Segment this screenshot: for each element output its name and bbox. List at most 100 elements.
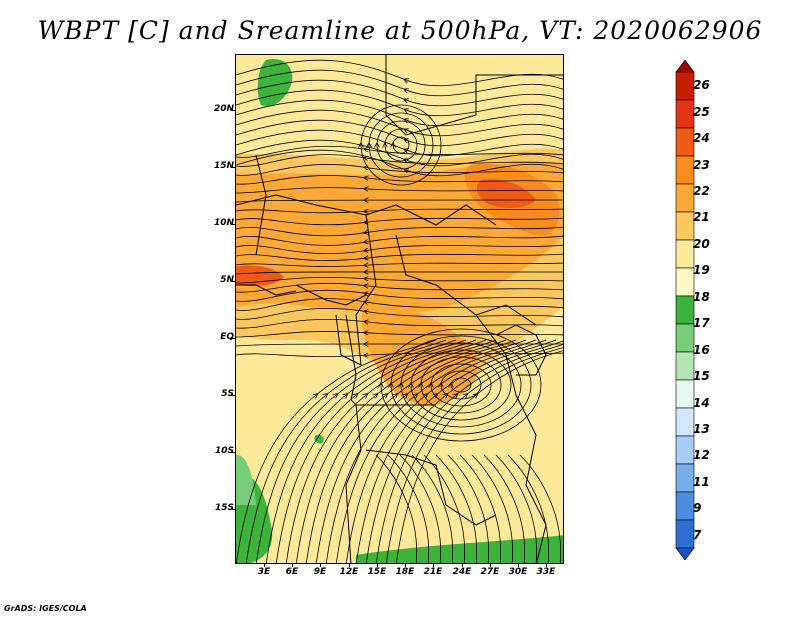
colorbar-label: 9 (693, 501, 702, 516)
streamline (385, 347, 563, 563)
lat-label-5s: 5S (221, 389, 234, 399)
streamline (236, 277, 563, 284)
colorbar-segment (675, 463, 695, 493)
lat-tick (231, 509, 235, 510)
streamline (236, 244, 563, 254)
colorbar-segment (675, 295, 695, 325)
streamline (483, 454, 526, 563)
colorbar-label: 18 (693, 289, 710, 304)
colorbar-segment (675, 407, 695, 437)
lon-label-15e: 15E (367, 567, 387, 577)
streamline (375, 344, 563, 563)
streamline (236, 200, 563, 202)
streamline (236, 175, 563, 185)
lon-tick (349, 563, 350, 567)
colorbar-segment (675, 127, 695, 157)
streamline (236, 145, 563, 158)
streamline (236, 331, 563, 338)
streamline (236, 289, 563, 302)
lat-tick (231, 452, 235, 453)
streamline (236, 79, 563, 107)
streamline (315, 339, 517, 563)
lon-label-18e: 18E (395, 567, 415, 577)
lat-label-20n: 20N (213, 104, 234, 114)
lon-label-21e: 21E (423, 567, 443, 577)
country-border (365, 449, 497, 526)
lon-label-27e: 27E (480, 567, 500, 577)
streamline (441, 370, 482, 400)
streamline (236, 298, 563, 311)
map-panel (235, 54, 564, 564)
lat-tick (231, 110, 235, 111)
streamline (236, 226, 563, 237)
streamline (399, 454, 442, 563)
streamline (236, 69, 563, 97)
country-border (475, 314, 547, 563)
lon-label-12e: 12E (339, 567, 359, 577)
streamline (236, 149, 563, 177)
streamline (236, 235, 563, 246)
streamline (361, 104, 442, 186)
colorbar-label: 16 (693, 342, 710, 357)
streamline (236, 339, 437, 563)
lon-tick (546, 563, 547, 567)
streamline (381, 328, 542, 442)
lon-tick (518, 563, 519, 567)
colorbar-segment (675, 155, 695, 185)
streamline (365, 340, 563, 563)
colorbar-label: 7 (693, 527, 702, 542)
streamline (236, 253, 563, 261)
lon-tick (405, 563, 406, 567)
colorbar-label: 14 (693, 395, 710, 410)
colorbar-segment (675, 183, 695, 213)
country-border (236, 284, 297, 296)
colorbar-label: 11 (693, 474, 710, 489)
colorbar-label: 26 (693, 78, 710, 93)
streamline (236, 217, 563, 226)
streamline (519, 454, 562, 563)
streamline (236, 99, 563, 127)
field-patch-23b (476, 179, 536, 208)
streamline (411, 454, 454, 563)
lat-tick (231, 224, 235, 225)
colorbar-label: 25 (693, 104, 710, 119)
streamline (236, 308, 563, 320)
colorbar-segment (675, 323, 695, 353)
streamline (236, 208, 563, 213)
lon-tick (377, 563, 378, 567)
chart-title: WBPT [C] and Sreamline at 500hPa, VT: 20… (37, 16, 763, 45)
streamline (325, 339, 527, 563)
colorbar-label: 17 (693, 316, 710, 331)
field-green-dot (314, 434, 324, 444)
lon-label-24e: 24E (452, 567, 472, 577)
lon-label-9e: 9E (313, 567, 327, 577)
streamline (375, 454, 418, 563)
streamline (255, 339, 457, 563)
field-green-s (356, 535, 563, 563)
streamline (423, 454, 466, 563)
lon-tick (264, 563, 265, 567)
colorbar-label: 22 (693, 184, 710, 198)
lon-tick (490, 563, 491, 567)
colorbar-label: 21 (693, 210, 710, 225)
country-border (395, 234, 537, 326)
streamline (236, 89, 563, 117)
streamline (471, 454, 514, 563)
colorbar-segment (675, 267, 695, 297)
lat-tick (231, 167, 235, 168)
streamline (236, 154, 563, 167)
country-border (385, 55, 563, 136)
field-green-sw2 (236, 454, 256, 505)
lat-label-10n: 10N (213, 218, 234, 228)
colorbar-segment (675, 435, 695, 465)
streamline (236, 119, 563, 147)
colorbar-segment (675, 211, 695, 241)
streamlines (236, 59, 563, 563)
lat-tick (231, 395, 235, 396)
lat-tick (231, 281, 235, 282)
country-border (345, 404, 362, 563)
colorbar-label: 15 (693, 369, 710, 384)
colorbar-top-arrow (675, 60, 695, 73)
streamline (295, 339, 497, 563)
colorbar-label: 24 (693, 131, 710, 146)
